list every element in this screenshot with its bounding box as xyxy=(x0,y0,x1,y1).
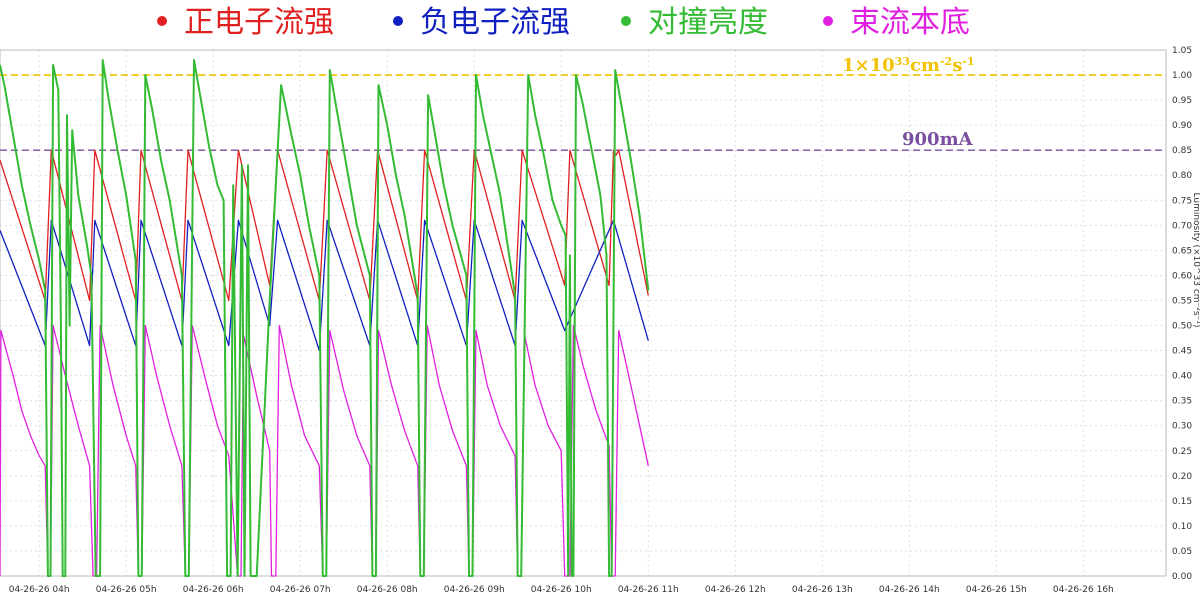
legend-marker-positron xyxy=(157,16,167,26)
y-tick-label: 0.30 xyxy=(1172,422,1192,432)
y-tick-label: 0.80 xyxy=(1172,171,1192,181)
y-tick-label: 1.00 xyxy=(1172,71,1192,81)
x-axis-ticks: 04-26-26 04h 04-26-26 05h 04-26-26 06h 04-2… xyxy=(9,585,1114,595)
series-line-luminosity xyxy=(0,59,650,577)
y-tick-label: 0.15 xyxy=(1172,497,1192,507)
legend-item-background: 束流本底 xyxy=(823,5,970,40)
y-tick-label: 0.05 xyxy=(1172,547,1192,557)
x-tick-label: 04-26-26 10h xyxy=(531,585,592,595)
grid-layer xyxy=(0,49,1166,577)
y-tick-label: 0.35 xyxy=(1172,397,1192,407)
x-tick-label: 04-26-26 15h xyxy=(966,585,1027,595)
y-tick-label: 1.05 xyxy=(1172,46,1192,56)
legend-label-background: 束流本底 xyxy=(850,5,970,40)
y-axis-label: Luminosity (×10^33 cm⁻²s⁻¹) xyxy=(1191,193,1200,328)
legend-label-positron: 正电子流强 xyxy=(184,5,334,40)
reference-lines: 1×1033cm-2s-1 900mA xyxy=(0,55,1166,151)
y-tick-label: 0.90 xyxy=(1172,121,1192,131)
series-line-electron-current xyxy=(0,219,649,352)
legend-item-electron: 负电子流强 xyxy=(393,5,570,40)
x-tick-label: 04-26-26 16h xyxy=(1053,585,1114,595)
legend-marker-luminosity xyxy=(621,16,631,26)
y-tick-label: 0.55 xyxy=(1172,296,1192,306)
legend-label-electron: 负电子流强 xyxy=(420,5,570,40)
x-tick-label: 04-26-26 11h xyxy=(618,585,679,595)
x-tick-label: 04-26-26 05h xyxy=(96,585,157,595)
y-tick-label: 0.00 xyxy=(1172,572,1192,582)
y-tick-label: 0.95 xyxy=(1172,96,1192,106)
plot-frame xyxy=(0,49,1167,577)
y-axis-ticks: 0.00 0.05 0.10 0.15 0.20 0.25 0.30 0.35 0.40 0.45… xyxy=(1172,46,1192,582)
x-tick-label: 04-26-26 13h xyxy=(792,585,853,595)
reference-label-current: 900mA xyxy=(902,129,974,150)
y-tick-label: 0.50 xyxy=(1172,322,1192,332)
y-tick-label: 0.65 xyxy=(1172,246,1192,256)
y-tick-label: 0.60 xyxy=(1172,271,1192,281)
x-tick-label: 04-26-26 07h xyxy=(270,585,331,595)
y-tick-label: 0.20 xyxy=(1172,472,1192,482)
legend-label-luminosity: 对撞亮度 xyxy=(648,5,768,40)
x-tick-label: 04-26-26 12h xyxy=(705,585,766,595)
y-tick-label: 0.75 xyxy=(1172,196,1192,206)
legend-item-luminosity: 对撞亮度 xyxy=(621,5,768,40)
x-tick-label: 04-26-26 06h xyxy=(183,585,244,595)
legend-marker-background xyxy=(823,16,833,26)
x-tick-label: 04-26-26 09h xyxy=(444,585,505,595)
legend-marker-electron xyxy=(393,16,403,26)
x-tick-label: 04-26-26 08h xyxy=(357,585,418,595)
y-tick-label: 0.70 xyxy=(1172,221,1192,231)
y-tick-label: 0.85 xyxy=(1172,146,1192,156)
chart-legend: 正电子流强 负电子流强 对撞亮度 束流本底 xyxy=(157,5,970,40)
y-tick-label: 0.45 xyxy=(1172,347,1192,357)
y-tick-label: 0.25 xyxy=(1172,447,1192,457)
legend-item-positron: 正电子流强 xyxy=(157,5,334,40)
reference-label-luminosity: 1×1033cm-2s-1 xyxy=(842,55,975,77)
x-tick-label: 04-26-26 04h xyxy=(9,585,70,595)
y-tick-label: 0.40 xyxy=(1172,372,1192,382)
x-tick-label: 04-26-26 14h xyxy=(879,585,940,595)
y-tick-label: 0.10 xyxy=(1172,522,1192,532)
series-layer xyxy=(0,59,650,577)
